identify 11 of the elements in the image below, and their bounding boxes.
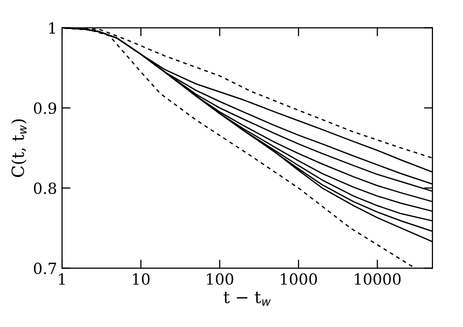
y-axis-title: C(t, t$_{w}$) xyxy=(11,119,27,178)
x-tick-label: 1 xyxy=(59,273,65,285)
y-tick-label: 0.8 xyxy=(34,182,56,194)
y-tick-label: 0.7 xyxy=(34,262,56,274)
y-tick-label: 1 xyxy=(49,22,56,34)
x-tick-label: 100 xyxy=(206,273,234,285)
y-tick-label: 0.9 xyxy=(34,102,56,114)
x-tick-label: 1000 xyxy=(280,273,317,285)
x-tick-label: 10000 xyxy=(354,273,401,285)
x-tick-label: 10 xyxy=(133,273,150,285)
x-axis-title: t − t$_{w}$ xyxy=(224,292,271,306)
